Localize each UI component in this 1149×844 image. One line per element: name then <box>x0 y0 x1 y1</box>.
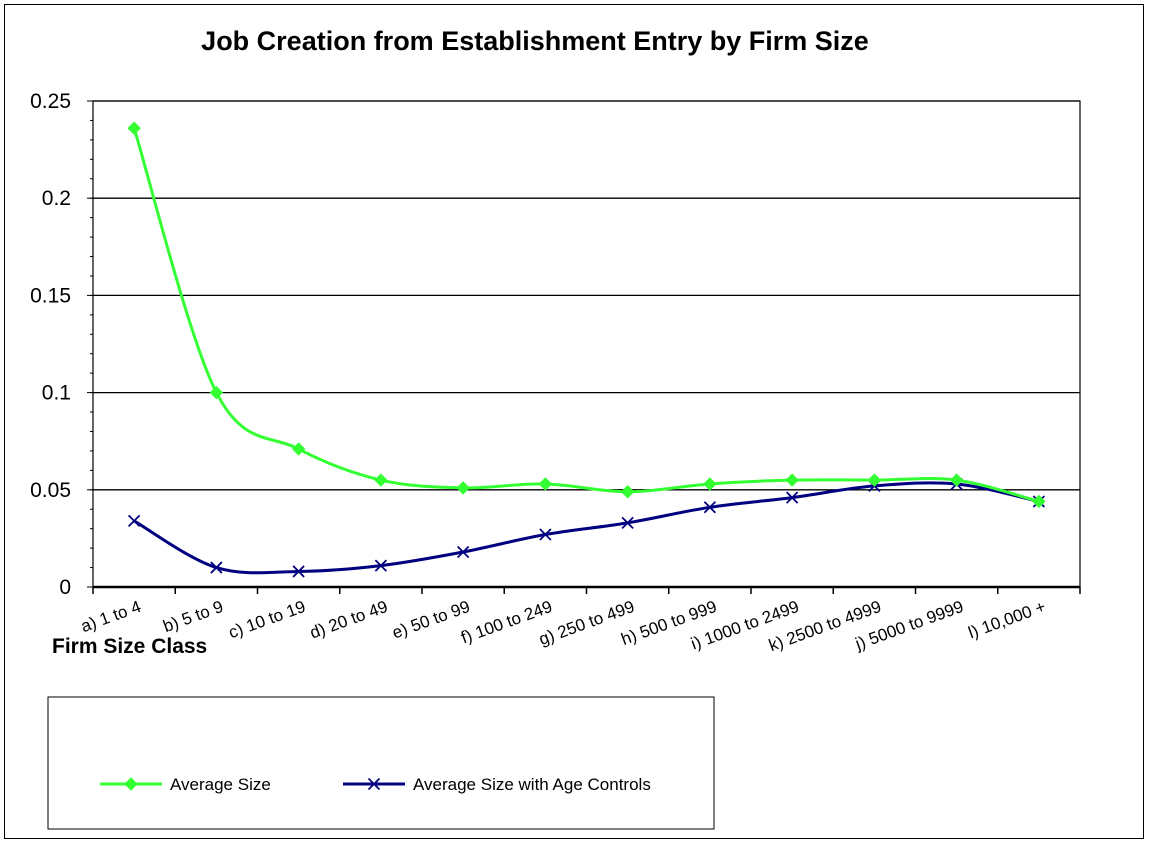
data-point <box>785 473 799 487</box>
chart: Job Creation from Establishment Entry by… <box>30 26 1081 830</box>
axes: 0 0.05 0.1 0.15 0.2 0.25 <box>30 90 1081 599</box>
data-point <box>210 561 223 574</box>
data-point <box>456 545 470 559</box>
data-point <box>703 501 717 514</box>
legend-item: Average Size with Age Controls <box>343 775 651 794</box>
legend-box <box>47 696 715 830</box>
series-average-size-with-age-controls <box>127 477 1046 578</box>
legend-marker <box>367 777 381 791</box>
data-point <box>867 473 882 487</box>
series-lines <box>127 121 1046 578</box>
y-tick-label: 0 <box>59 576 71 599</box>
y-tick-label: 0.1 <box>42 382 71 405</box>
data-point <box>127 121 141 135</box>
data-point <box>291 442 306 456</box>
data-point <box>374 473 388 487</box>
x-tick-label: a) 1 to 4 <box>78 597 143 636</box>
data-point <box>538 477 553 491</box>
legend-label: Average Size with Age Controls <box>413 775 651 794</box>
data-point <box>621 516 634 529</box>
data-point <box>1032 494 1046 509</box>
x-tick-label: c) 10 to 19 <box>226 597 308 642</box>
legend-marker <box>124 777 138 791</box>
x-axis-label: Firm Size Class <box>52 635 207 658</box>
data-point <box>292 565 305 578</box>
y-tick-label: 0.15 <box>30 284 71 307</box>
data-point <box>456 481 470 495</box>
data-point <box>620 485 635 499</box>
chart-frame: Job Creation from Establishment Entry by… <box>4 4 1144 839</box>
data-point <box>127 514 141 528</box>
legend-item: Average Size <box>100 775 271 794</box>
x-tick-label: l) 10,000 + <box>966 597 1049 643</box>
x-tick-label: d) 20 to 49 <box>307 597 390 643</box>
legend: Average Size Average Size with Age Contro… <box>47 696 715 830</box>
x-tick-labels: a) 1 to 4 b) 5 to 9 c) 10 to 19 d) 20 to 49… <box>78 597 1048 655</box>
y-tick-label: 0.25 <box>30 90 71 113</box>
y-tick-label: 0.05 <box>30 479 71 502</box>
data-point <box>949 473 964 487</box>
data-point <box>785 491 799 504</box>
plot-area <box>92 100 1081 588</box>
data-point <box>209 385 224 400</box>
data-point <box>539 528 552 541</box>
series-average-size <box>127 121 1046 509</box>
data-point <box>374 559 388 572</box>
data-point <box>703 477 717 491</box>
legend-label: Average Size <box>170 775 271 794</box>
gridlines <box>93 100 1080 491</box>
series-line <box>132 127 1040 503</box>
chart-title: Job Creation from Establishment Entry by… <box>201 26 869 56</box>
series-line <box>133 481 1040 575</box>
y-tick-label: 0.2 <box>42 187 71 210</box>
x-tick-label: b) 5 to 9 <box>161 597 226 636</box>
